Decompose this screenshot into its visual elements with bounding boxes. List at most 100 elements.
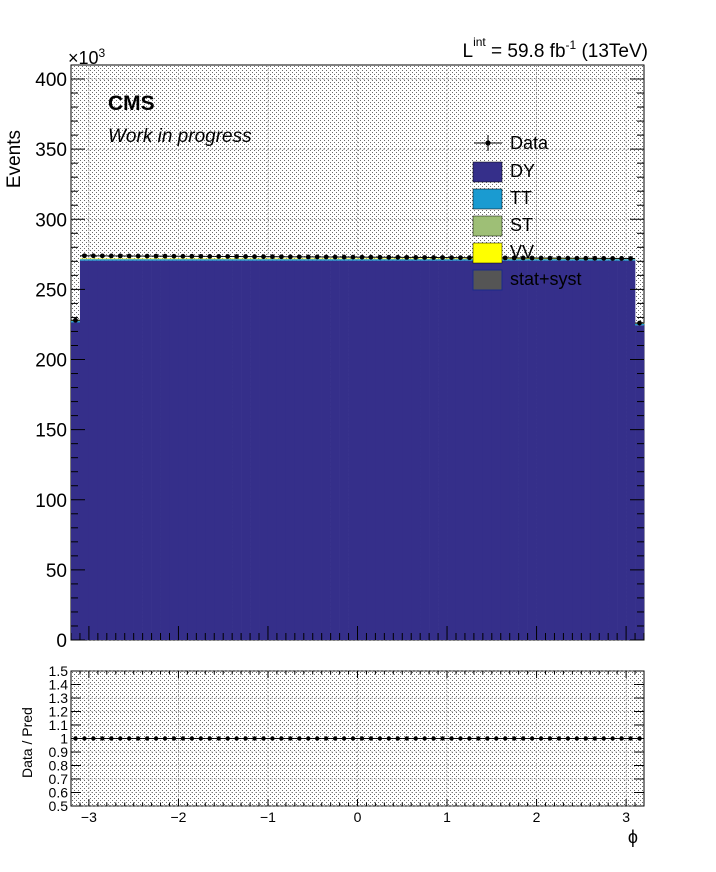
- ratio-y-tick-label: 1.5: [49, 663, 69, 679]
- data-point: [198, 253, 204, 259]
- ratio-y-tick-label: 0.5: [49, 798, 69, 814]
- ratio-point: [565, 736, 571, 741]
- dy-bar: [357, 260, 367, 640]
- ratio-point: [323, 736, 329, 741]
- data-point: [511, 255, 517, 261]
- ratio-point: [386, 736, 392, 741]
- tt-bar: [133, 259, 143, 261]
- dy-bar: [447, 260, 457, 640]
- data-point: [377, 254, 383, 260]
- ratio-point: [574, 736, 580, 741]
- ratio-point: [198, 736, 204, 741]
- data-point: [243, 254, 248, 259]
- data-point: [305, 254, 311, 260]
- dy-bar: [151, 260, 161, 640]
- data-point: [610, 256, 616, 261]
- dy-bar: [402, 260, 412, 640]
- x-tick-label: −2: [170, 809, 186, 825]
- data-point: [592, 255, 598, 261]
- dy-bar: [312, 260, 322, 640]
- data-point: [99, 253, 105, 259]
- data-point: [440, 255, 445, 260]
- tt-bar: [303, 259, 314, 261]
- data-point: [207, 253, 213, 259]
- tt-bar: [106, 259, 117, 261]
- dy-bar: [608, 260, 618, 640]
- ratio-point: [511, 736, 517, 741]
- dy-bar: [429, 260, 439, 640]
- dy-bar: [142, 260, 152, 640]
- dy-bar: [330, 260, 340, 640]
- ratio-point: [189, 736, 195, 741]
- dy-bar: [339, 260, 349, 640]
- ratio-point: [252, 736, 257, 741]
- x-tick-label: −3: [81, 809, 97, 825]
- dy-bar: [626, 260, 636, 640]
- data-point: [583, 255, 589, 261]
- ratio-point: [162, 736, 168, 741]
- dy-bar: [88, 260, 99, 640]
- ratio-point: [100, 736, 105, 741]
- ratio-point: [458, 736, 463, 741]
- ratio-point: [413, 736, 418, 741]
- tt-bar: [312, 259, 322, 261]
- tt-bar: [151, 259, 161, 261]
- dy-bar: [348, 260, 358, 640]
- dy-bar: [482, 260, 493, 640]
- ratio-y-tick-label: 1: [60, 731, 68, 747]
- data-point: [529, 255, 535, 261]
- dy-bar: [214, 260, 224, 640]
- dy-bar: [250, 260, 260, 640]
- dy-bar: [366, 260, 376, 640]
- ratio-point: [538, 736, 544, 741]
- ratio-point: [440, 736, 445, 741]
- ratio-point: [261, 736, 266, 741]
- data-point: [359, 254, 365, 260]
- data-point: [82, 253, 87, 259]
- ratio-point: [234, 736, 239, 741]
- cms-label: CMS: [108, 92, 155, 115]
- tt-bar: [79, 259, 90, 261]
- data-point: [261, 254, 266, 260]
- data-point: [601, 255, 607, 261]
- svg-text:TT: TT: [510, 188, 532, 208]
- ratio-point: [494, 736, 499, 741]
- svg-text:DY: DY: [510, 161, 535, 181]
- ratio-point: [583, 736, 589, 741]
- dy-bar: [464, 260, 475, 640]
- data-point: [278, 254, 284, 260]
- dy-bar: [259, 260, 269, 640]
- ratio-point: [180, 736, 186, 741]
- data-point: [467, 255, 472, 261]
- dy-bar: [572, 260, 582, 640]
- data-point: [341, 254, 347, 260]
- data-point: [108, 253, 114, 259]
- ratio-point: [503, 736, 508, 741]
- data-point: [574, 255, 580, 261]
- ratio-point: [431, 736, 436, 741]
- tt-bar: [330, 259, 340, 261]
- tt-bar: [232, 259, 242, 261]
- data-point: [350, 254, 356, 260]
- ratio-point: [126, 736, 132, 741]
- ratio-point: [144, 736, 150, 741]
- ratio-point: [377, 736, 383, 741]
- tt-bar: [393, 259, 403, 261]
- ratio-point: [547, 736, 553, 741]
- x-axis-title: ϕ: [628, 827, 638, 847]
- ratio-point: [270, 736, 275, 741]
- ratio-y-tick-label: 0.7: [49, 771, 69, 787]
- tt-bar: [124, 259, 134, 261]
- ratio-point: [610, 736, 615, 741]
- dy-bar: [115, 260, 126, 640]
- dy-bar: [79, 260, 90, 640]
- y-tick-label: 150: [35, 421, 67, 442]
- data-point: [422, 255, 428, 260]
- tt-bar: [223, 259, 233, 261]
- ratio-y-tick-label: 0.8: [49, 758, 69, 774]
- x-tick-label: −1: [260, 809, 276, 825]
- ratio-y-tick-label: 0.9: [49, 744, 69, 760]
- ratio-point: [368, 736, 374, 741]
- tt-bar: [375, 259, 385, 261]
